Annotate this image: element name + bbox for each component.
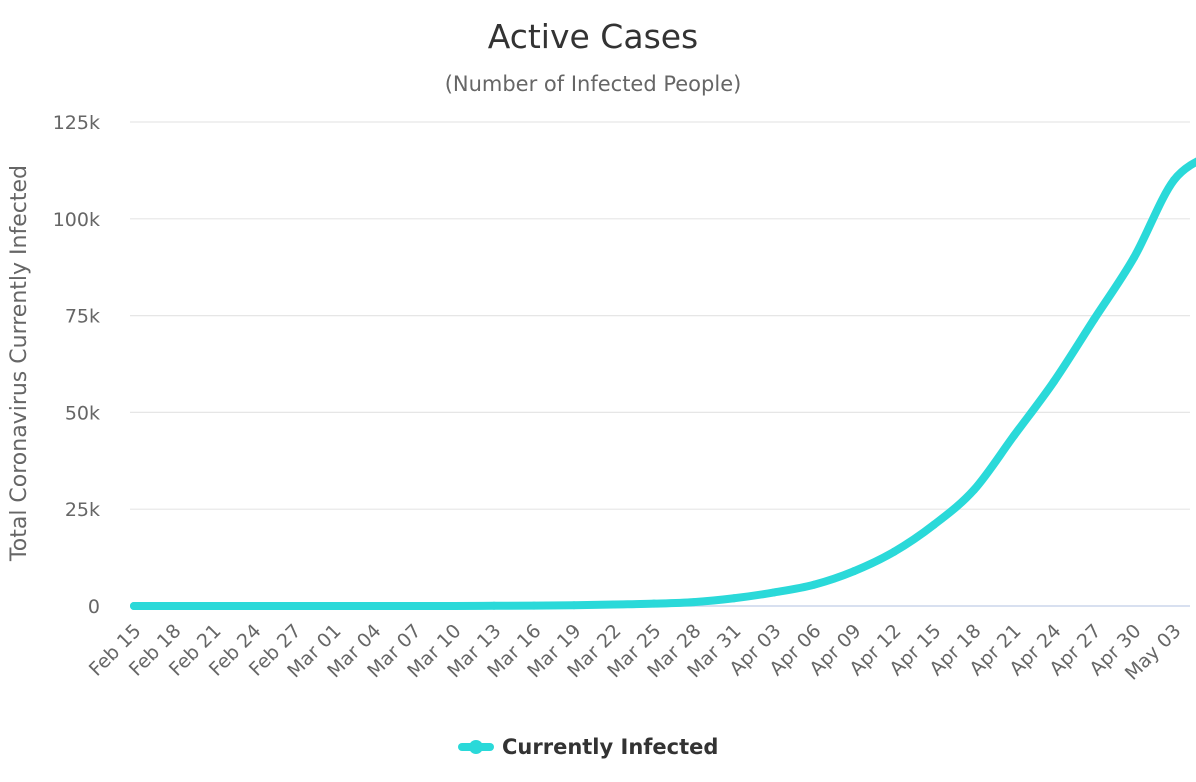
data-point bbox=[730, 594, 738, 603]
data-point bbox=[210, 602, 218, 610]
legend-item[interactable]: Currently Infected bbox=[458, 735, 718, 759]
data-point bbox=[290, 602, 298, 610]
y-axis-tick-labels: 0 25k 50k 75k 100k 125k bbox=[53, 112, 100, 618]
data-point bbox=[530, 601, 538, 610]
chart-title: Active Cases bbox=[488, 17, 699, 56]
y-tick-label: 50k bbox=[65, 402, 100, 424]
data-point bbox=[970, 485, 978, 494]
data-point bbox=[370, 602, 378, 610]
data-point bbox=[930, 520, 938, 529]
data-point bbox=[850, 567, 858, 576]
data-point bbox=[410, 602, 418, 610]
data-point bbox=[890, 547, 898, 556]
data-point bbox=[170, 602, 178, 610]
data-point bbox=[130, 602, 138, 610]
data-point bbox=[570, 601, 578, 610]
y-axis-title: Total Coronavirus Currently Infected bbox=[7, 165, 32, 562]
data-point bbox=[450, 602, 458, 610]
y-tick-label: 75k bbox=[65, 306, 100, 328]
data-point bbox=[1010, 431, 1018, 440]
series-line-currently-infected bbox=[130, 157, 1196, 611]
data-point bbox=[650, 599, 658, 608]
y-tick-label: 25k bbox=[65, 499, 100, 521]
data-point bbox=[690, 598, 698, 607]
data-point bbox=[330, 602, 338, 610]
legend-label: Currently Infected bbox=[502, 735, 718, 759]
grid-lines bbox=[130, 121, 1190, 607]
legend-swatch-marker bbox=[469, 740, 483, 754]
data-point bbox=[1170, 176, 1178, 185]
data-point bbox=[770, 588, 778, 597]
data-point bbox=[1090, 315, 1098, 324]
legend[interactable]: Currently Infected bbox=[458, 735, 718, 759]
y-tick-label: 0 bbox=[88, 596, 100, 618]
data-point bbox=[490, 601, 498, 610]
data-point bbox=[810, 580, 818, 589]
series-layer bbox=[130, 157, 1196, 611]
y-tick-label: 100k bbox=[53, 209, 100, 231]
data-point bbox=[250, 602, 258, 610]
data-point bbox=[610, 600, 618, 609]
data-point bbox=[1130, 253, 1138, 262]
y-tick-label: 125k bbox=[53, 112, 100, 134]
data-point bbox=[1050, 377, 1058, 386]
chart-subtitle: (Number of Infected People) bbox=[445, 72, 742, 96]
